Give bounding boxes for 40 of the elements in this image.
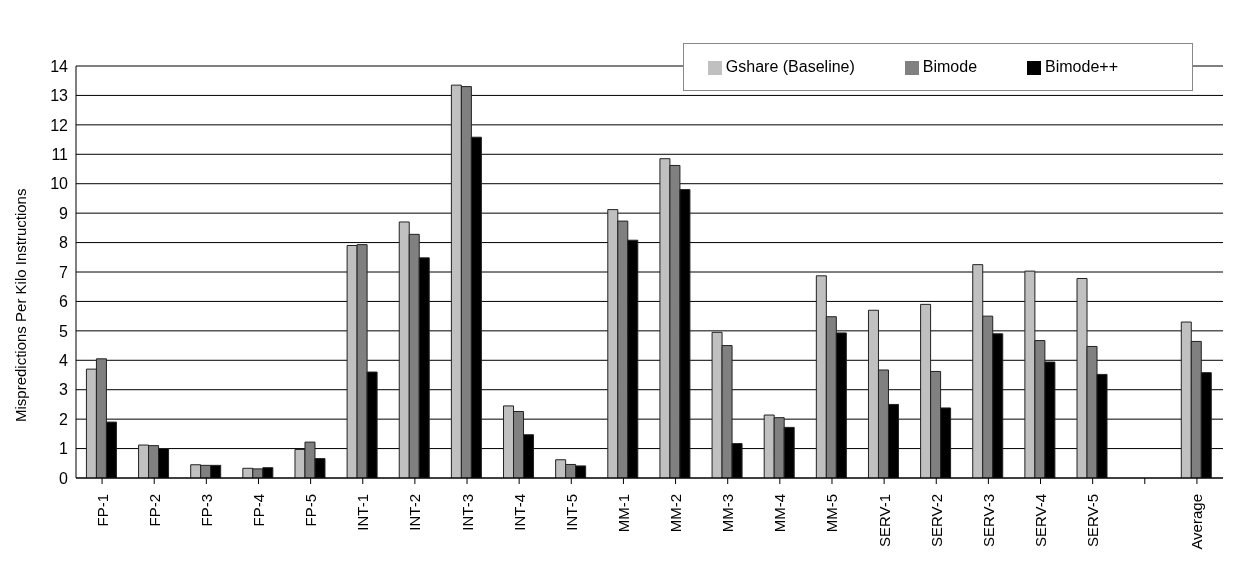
y-tick-label: 11: [51, 145, 69, 163]
y-tick-label: 12: [50, 116, 69, 134]
x-tick-label: Average: [1188, 494, 1206, 550]
y-tick-label: 10: [50, 175, 69, 193]
y-tick-label: 13: [50, 87, 69, 105]
x-tick-label: FP-1: [93, 494, 111, 527]
y-tick-label: 7: [59, 263, 69, 281]
y-tick-label: 3: [59, 381, 69, 399]
y-axis-title: Mispredictions Per Kilo Instructions: [12, 188, 30, 422]
x-tick-label: MM-2: [667, 494, 685, 533]
y-tick-label: 6: [59, 293, 69, 311]
y-tick-label: 2: [59, 410, 69, 428]
x-tick-label: SERV-5: [1084, 494, 1102, 548]
x-tick-label: INT-4: [510, 494, 528, 531]
x-tick-label: MM-5: [823, 494, 841, 533]
x-tick-label: SERV-2: [927, 494, 945, 548]
x-tick-label: MM-4: [771, 494, 789, 533]
x-tick-label: SERV-3: [979, 494, 997, 548]
y-tick-label: 8: [59, 234, 69, 252]
y-tick-label: 0: [59, 469, 69, 487]
legend-label: Bimode: [922, 58, 978, 75]
x-tick-label: FP-2: [145, 494, 163, 527]
x-tick-label: SERV-1: [875, 494, 893, 548]
y-tick-label: 9: [59, 204, 69, 222]
x-tick-label: FP-4: [249, 494, 267, 527]
x-tick-label: INT-5: [562, 494, 580, 531]
y-tick-label: 4: [59, 351, 69, 369]
x-tick-label: MM-3: [719, 494, 737, 533]
y-tick-label: 5: [59, 322, 69, 340]
y-tick-label: 14: [50, 57, 69, 75]
x-tick-label: MM-1: [614, 494, 632, 533]
legend-label: Gshare (Baseline): [725, 58, 855, 75]
x-tick-label: FP-3: [197, 494, 215, 527]
x-tick-label: INT-2: [406, 494, 424, 531]
x-tick-label: INT-3: [458, 494, 476, 531]
x-tick-label: INT-1: [354, 494, 372, 531]
x-tick-label: FP-5: [302, 494, 320, 527]
y-tick-label: 1: [59, 440, 69, 458]
legend-label: Bimode++: [1045, 58, 1118, 75]
x-tick-label: SERV-4: [1032, 494, 1050, 548]
